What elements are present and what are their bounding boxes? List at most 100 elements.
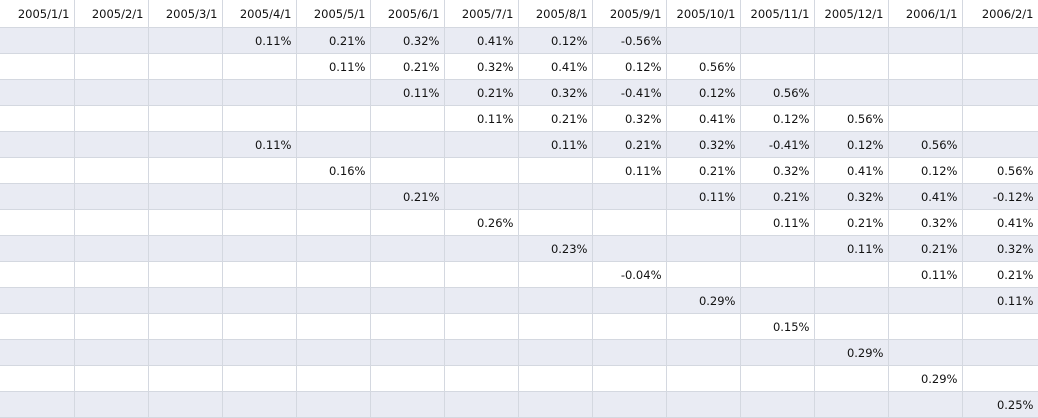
table-cell[interactable] xyxy=(74,287,149,314)
table-cell[interactable] xyxy=(74,79,149,106)
table-cell[interactable] xyxy=(148,235,223,262)
table-cell[interactable]: 0.11% xyxy=(222,27,297,54)
column-header[interactable]: 2005/5/1 xyxy=(296,0,371,28)
table-cell[interactable] xyxy=(296,79,371,106)
table-cell[interactable] xyxy=(222,391,297,418)
table-cell[interactable] xyxy=(296,131,371,158)
table-cell[interactable]: 0.25% xyxy=(962,391,1038,418)
table-cell[interactable]: 0.11% xyxy=(962,287,1038,314)
table-cell[interactable] xyxy=(148,27,223,54)
table-cell[interactable] xyxy=(888,391,963,418)
table-cell[interactable] xyxy=(740,391,815,418)
table-cell[interactable] xyxy=(74,339,149,366)
table-cell[interactable] xyxy=(222,157,297,184)
table-cell[interactable] xyxy=(962,27,1038,54)
table-cell[interactable] xyxy=(296,183,371,210)
table-cell[interactable] xyxy=(888,27,963,54)
table-cell[interactable]: 0.41% xyxy=(666,105,741,132)
table-cell[interactable] xyxy=(962,365,1038,392)
column-header[interactable]: 2005/10/1 xyxy=(666,0,741,28)
table-cell[interactable] xyxy=(0,79,75,106)
table-cell[interactable] xyxy=(518,157,593,184)
table-cell[interactable] xyxy=(518,391,593,418)
table-cell[interactable] xyxy=(962,339,1038,366)
table-cell[interactable] xyxy=(148,287,223,314)
table-cell[interactable]: 0.11% xyxy=(592,157,667,184)
table-cell[interactable] xyxy=(74,391,149,418)
table-cell[interactable] xyxy=(0,209,75,236)
table-cell[interactable] xyxy=(148,53,223,80)
column-header[interactable]: 2006/2/1 xyxy=(962,0,1038,28)
table-cell[interactable] xyxy=(444,339,519,366)
table-cell[interactable] xyxy=(370,235,445,262)
column-header[interactable]: 2005/4/1 xyxy=(222,0,297,28)
table-cell[interactable] xyxy=(592,183,667,210)
table-cell[interactable]: 0.21% xyxy=(444,79,519,106)
table-cell[interactable] xyxy=(814,53,889,80)
table-cell[interactable]: 0.12% xyxy=(740,105,815,132)
table-cell[interactable] xyxy=(148,79,223,106)
table-cell[interactable]: 0.41% xyxy=(962,209,1038,236)
table-cell[interactable] xyxy=(74,53,149,80)
table-cell[interactable] xyxy=(666,391,741,418)
column-header[interactable]: 2005/11/1 xyxy=(740,0,815,28)
table-cell[interactable] xyxy=(592,287,667,314)
column-header[interactable]: 2005/6/1 xyxy=(370,0,445,28)
table-cell[interactable] xyxy=(74,261,149,288)
table-cell[interactable]: 0.11% xyxy=(666,183,741,210)
table-cell[interactable] xyxy=(962,131,1038,158)
table-cell[interactable] xyxy=(148,157,223,184)
table-cell[interactable] xyxy=(814,79,889,106)
table-cell[interactable] xyxy=(518,209,593,236)
table-cell[interactable] xyxy=(0,131,75,158)
table-cell[interactable] xyxy=(370,261,445,288)
table-cell[interactable] xyxy=(592,209,667,236)
table-cell[interactable]: 0.32% xyxy=(740,157,815,184)
table-cell[interactable] xyxy=(148,339,223,366)
table-cell[interactable]: 0.32% xyxy=(666,131,741,158)
table-cell[interactable]: 0.32% xyxy=(814,183,889,210)
table-cell[interactable] xyxy=(74,313,149,340)
table-cell[interactable] xyxy=(518,313,593,340)
table-cell[interactable] xyxy=(962,105,1038,132)
table-cell[interactable] xyxy=(962,79,1038,106)
table-cell[interactable]: 0.56% xyxy=(888,131,963,158)
table-cell[interactable] xyxy=(222,183,297,210)
table-cell[interactable] xyxy=(666,365,741,392)
table-cell[interactable]: -0.56% xyxy=(592,27,667,54)
table-cell[interactable] xyxy=(148,391,223,418)
table-cell[interactable] xyxy=(0,313,75,340)
table-cell[interactable] xyxy=(740,27,815,54)
table-cell[interactable] xyxy=(444,287,519,314)
table-cell[interactable]: 0.16% xyxy=(296,157,371,184)
table-cell[interactable] xyxy=(222,313,297,340)
table-cell[interactable] xyxy=(296,235,371,262)
table-cell[interactable] xyxy=(0,157,75,184)
table-cell[interactable] xyxy=(444,313,519,340)
table-cell[interactable]: 0.21% xyxy=(370,53,445,80)
table-cell[interactable] xyxy=(370,391,445,418)
table-cell[interactable] xyxy=(888,287,963,314)
table-cell[interactable] xyxy=(814,27,889,54)
table-cell[interactable] xyxy=(0,235,75,262)
table-cell[interactable] xyxy=(222,287,297,314)
table-cell[interactable]: 0.32% xyxy=(962,235,1038,262)
table-cell[interactable] xyxy=(0,365,75,392)
table-cell[interactable]: 0.11% xyxy=(888,261,963,288)
table-cell[interactable]: 0.21% xyxy=(518,105,593,132)
table-cell[interactable] xyxy=(962,313,1038,340)
table-cell[interactable] xyxy=(222,339,297,366)
table-cell[interactable]: 0.11% xyxy=(370,79,445,106)
table-cell[interactable]: 0.32% xyxy=(888,209,963,236)
table-cell[interactable] xyxy=(740,287,815,314)
table-cell[interactable] xyxy=(370,209,445,236)
table-cell[interactable] xyxy=(74,183,149,210)
table-cell[interactable] xyxy=(740,261,815,288)
table-cell[interactable] xyxy=(666,261,741,288)
table-cell[interactable] xyxy=(296,287,371,314)
table-cell[interactable]: 0.21% xyxy=(592,131,667,158)
table-cell[interactable]: 0.29% xyxy=(666,287,741,314)
table-cell[interactable] xyxy=(888,313,963,340)
table-cell[interactable] xyxy=(444,183,519,210)
table-cell[interactable]: 0.11% xyxy=(518,131,593,158)
